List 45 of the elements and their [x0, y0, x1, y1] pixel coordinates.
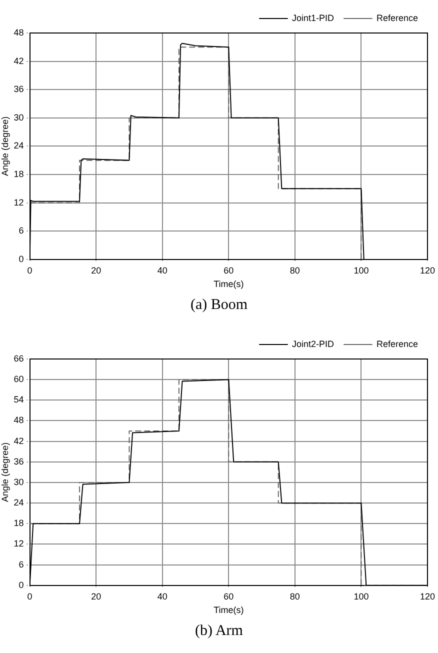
y-tick-label: 48: [14, 415, 24, 426]
y-tick-label: 42: [14, 436, 24, 446]
y-tick-label: 66: [14, 353, 24, 364]
y-tick-label: 54: [14, 394, 24, 405]
legend-label: Joint2-PID: [292, 338, 334, 349]
y-tick-label: 0: [18, 254, 24, 264]
y-tick-label: 24: [14, 498, 24, 508]
x-tick-label: 100: [354, 591, 369, 602]
x-tick-label: 20: [91, 591, 102, 602]
x-tick-label: 40: [157, 265, 168, 276]
y-tick-label: 30: [14, 112, 24, 122]
y-tick-label: 36: [14, 84, 24, 94]
y-tick-label: 18: [14, 518, 24, 528]
x-tick-label: 80: [290, 591, 300, 602]
x-tick-label: 20: [91, 265, 102, 276]
x-tick-label: 40: [157, 591, 168, 602]
legend-label: Reference: [376, 338, 418, 349]
x-axis-title: Time(s): [214, 605, 244, 616]
text: (a) Boom: [189, 296, 249, 315]
y-tick-label: 6: [18, 559, 24, 570]
y-tick-label: 48: [14, 27, 24, 38]
legend-label: Reference: [376, 12, 418, 23]
y-tick-label: 0: [18, 580, 24, 590]
x-tick-label: 0: [27, 591, 32, 602]
y-tick-label: 30: [14, 476, 24, 487]
x-tick-label: 120: [420, 591, 436, 602]
y-tick-label: 60: [14, 374, 24, 384]
y-axis-title: Angle (degree): [0, 442, 10, 502]
y-tick-label: 24: [14, 140, 24, 151]
text: (b) Arm: [194, 622, 244, 641]
y-tick-label: 42: [14, 56, 24, 66]
x-axis-title: Time(s): [214, 279, 244, 290]
y-tick-label: 18: [14, 168, 24, 179]
x-tick-label: 0: [27, 265, 32, 276]
x-tick-label: 100: [354, 265, 369, 276]
x-tick-label: 80: [290, 265, 300, 276]
x-tick-label: 60: [224, 265, 234, 276]
y-axis-title: Angle (degree): [0, 116, 10, 176]
x-tick-label: 120: [420, 265, 436, 276]
y-tick-label: 12: [14, 197, 24, 208]
x-tick-label: 60: [224, 591, 234, 602]
legend-label: Joint1-PID: [292, 12, 334, 23]
y-tick-label: 12: [14, 538, 24, 549]
y-tick-label: 6: [18, 226, 24, 236]
y-tick-label: 36: [14, 456, 24, 466]
